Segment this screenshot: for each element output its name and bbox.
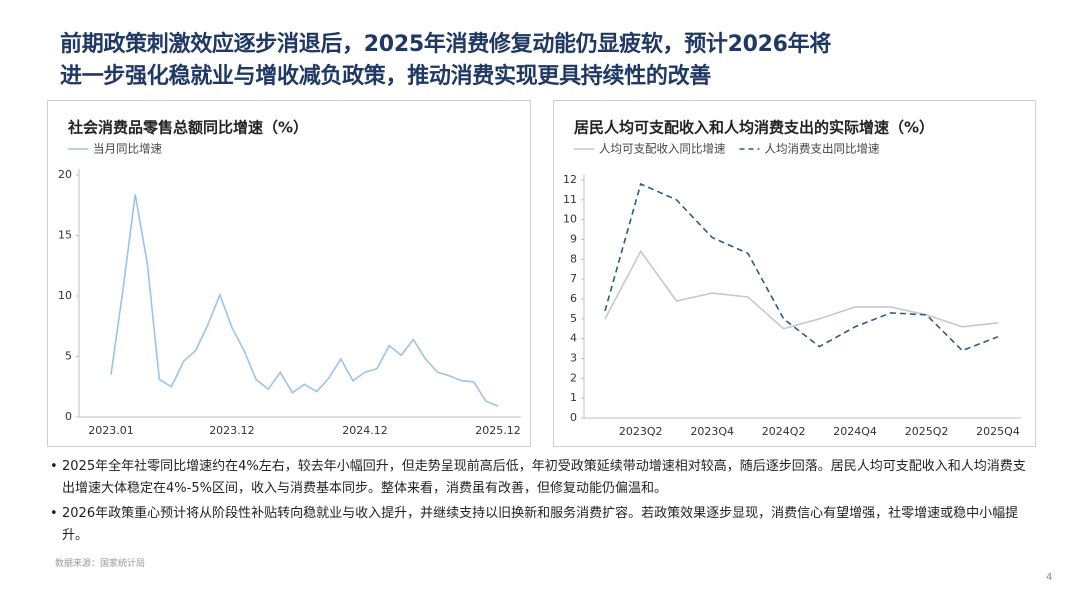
- x-tick-label: 2024.12: [342, 424, 388, 437]
- y-tick-label: 8: [570, 252, 577, 265]
- y-tick-label: 3: [570, 352, 577, 365]
- y-tick-label: 6: [570, 292, 577, 305]
- x-tick-label: 2023Q2: [619, 425, 663, 438]
- source: 数据来源：国家统计局: [55, 559, 146, 569]
- legend-label: 当月同比增速: [93, 142, 162, 156]
- slide-title: 进一步强化稳就业与增收减负政策，推动消费实现更具持续性的改善: [60, 64, 712, 89]
- y-tick-label: 11: [563, 193, 577, 206]
- x-tick-label: 2024Q2: [762, 425, 806, 438]
- page-number: 4: [1046, 572, 1053, 583]
- chart-panel: 居民人均可支配收入和人均消费支出的实际增速（%） 人均可支配收入同比增速 人均消费支…: [553, 100, 1036, 447]
- legend-label: 人均消费支出同比增速: [765, 142, 880, 156]
- chart-title: 社会消费品零售总额同比增速（%）: [67, 119, 308, 137]
- y-tick-label: 5: [65, 350, 72, 363]
- x-tick-label: 2024Q4: [833, 425, 877, 438]
- chart-title: 居民人均可支配收入和人均消费支出的实际增速（%）: [574, 119, 934, 137]
- y-tick-label: 5: [570, 312, 577, 325]
- chart: 居民人均可支配收入和人均消费支出的实际增速（%） 人均可支配收入同比增速 人均消费支…: [563, 119, 1021, 438]
- x-tick-label: 2023Q4: [690, 425, 734, 438]
- series-line: [604, 249, 999, 330]
- y-tick-label: 2: [570, 371, 577, 384]
- chart: 社会消费品零售总额同比增速（%） 当月同比增速 0 5 10 15 20 2023.01 202…: [58, 119, 521, 437]
- slide-title: 前期政策刺激效应逐步消退后，2025年消费修复动能仍显疲软，预计2026年将: [60, 32, 832, 57]
- series-line: [110, 194, 499, 407]
- x-tick-label: 2025Q2: [905, 425, 949, 438]
- bullet-text: 2026年政策重心预计将从阶段性补贴转向稳就业与收入提升，并继续支持以旧换新和服…: [62, 506, 1019, 543]
- y-tick-label: 4: [570, 332, 577, 345]
- y-tick-label: 10: [58, 289, 72, 302]
- series-line: [604, 182, 999, 352]
- y-tick-label: 0: [65, 410, 72, 423]
- y-tick-label: 9: [570, 233, 577, 246]
- y-tick-label: 7: [570, 272, 577, 285]
- y-tick-label: 12: [563, 173, 577, 186]
- y-tick-label: 0: [570, 411, 577, 424]
- x-tick-label: 2025.12: [475, 424, 521, 437]
- bullet: • 2026年政策重心预计将从阶段性补贴转向稳就业与收入提升，并继续支持以旧换新和…: [50, 506, 1019, 543]
- legend-label: 人均可支配收入同比增速: [599, 142, 726, 156]
- y-tick-label: 15: [58, 229, 72, 242]
- x-tick-label: 2023.01: [88, 424, 134, 437]
- bullet-text: 2025年全年社零同比增速约在4%左右，较去年小幅回升，但走势呈现前高后低，年初…: [62, 459, 1026, 496]
- y-tick-label: 10: [563, 213, 577, 226]
- bullet: • 2025年全年社零同比增速约在4%左右，较去年小幅回升，但走势呈现前高后低，年…: [50, 459, 1026, 496]
- x-tick-label: 2025Q4: [976, 425, 1020, 438]
- chart-panel: 社会消费品零售总额同比增速（%） 当月同比增速 0 5 10 15 20 2023.01 202…: [47, 100, 531, 447]
- x-tick-label: 2023.12: [209, 424, 255, 437]
- y-tick-label: 1: [570, 391, 577, 404]
- y-tick-label: 20: [58, 168, 72, 181]
